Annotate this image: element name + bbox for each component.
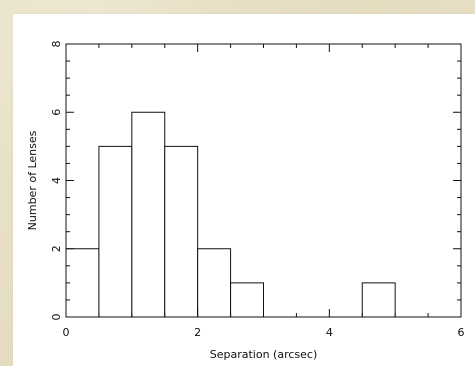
y-tick-label-2: 2	[50, 245, 63, 252]
y-tick-label-8: 8	[50, 41, 63, 48]
y-tick-label-4: 4	[50, 177, 63, 184]
y-tick-label-0: 0	[50, 314, 63, 321]
x-axis-ticks: 0 2 4 6	[63, 44, 465, 339]
histogram-bar-9	[361, 282, 396, 318]
y-axis-label: Number of Lenses	[26, 130, 39, 230]
x-axis-label: Separation (arcsec)	[210, 348, 318, 361]
y-axis-ticks: 0 2 4 6 8	[50, 41, 461, 321]
bars-layer	[65, 111, 396, 318]
x-tick-label-4: 4	[326, 326, 333, 339]
histogram-bar-5	[230, 282, 264, 318]
histogram-bar-0	[65, 248, 100, 318]
x-tick-label-6: 6	[458, 326, 465, 339]
y-tick-label-6: 6	[50, 109, 63, 116]
histogram-bar-2	[131, 111, 166, 318]
histogram-bar-3	[164, 145, 199, 318]
histogram-bar-4	[197, 248, 232, 318]
x-tick-label-0: 0	[63, 326, 70, 339]
x-tick-label-2: 2	[194, 326, 201, 339]
histogram-bar-1	[98, 145, 133, 318]
